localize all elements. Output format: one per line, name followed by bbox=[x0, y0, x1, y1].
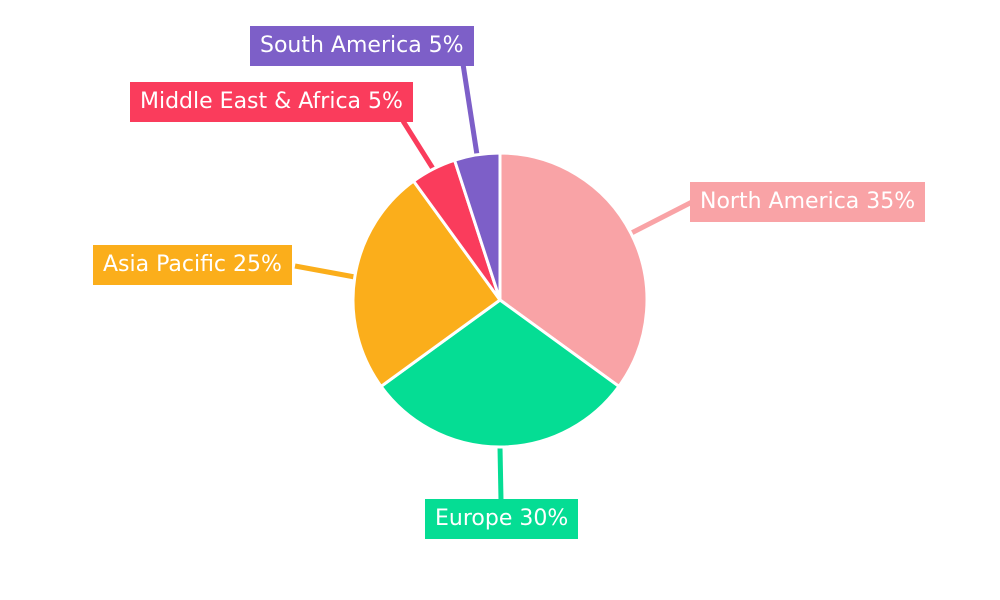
pie-label-asia-pacific: Asia Pacific 25% bbox=[93, 245, 292, 285]
leader-line-europe bbox=[497, 446, 504, 501]
pie-label-europe: Europe 30% bbox=[425, 499, 579, 539]
pie-label-south-america: South America 5% bbox=[250, 26, 474, 66]
pie-slice-asia-pacific bbox=[351, 179, 502, 388]
leader-line-north-america bbox=[629, 199, 694, 236]
leader-line-asia-pacific bbox=[294, 263, 356, 280]
leader-line-south-america bbox=[460, 63, 480, 156]
pie-label-north-america: North America 35% bbox=[690, 182, 926, 222]
pie-label-middle-east-africa: Middle East & Africa 5% bbox=[130, 82, 413, 122]
pie-slice-south-america bbox=[453, 151, 502, 302]
leader-line-middle-east-africa bbox=[400, 119, 436, 171]
pie-slice-europe bbox=[379, 298, 621, 449]
pie-slice-north-america bbox=[498, 151, 649, 388]
